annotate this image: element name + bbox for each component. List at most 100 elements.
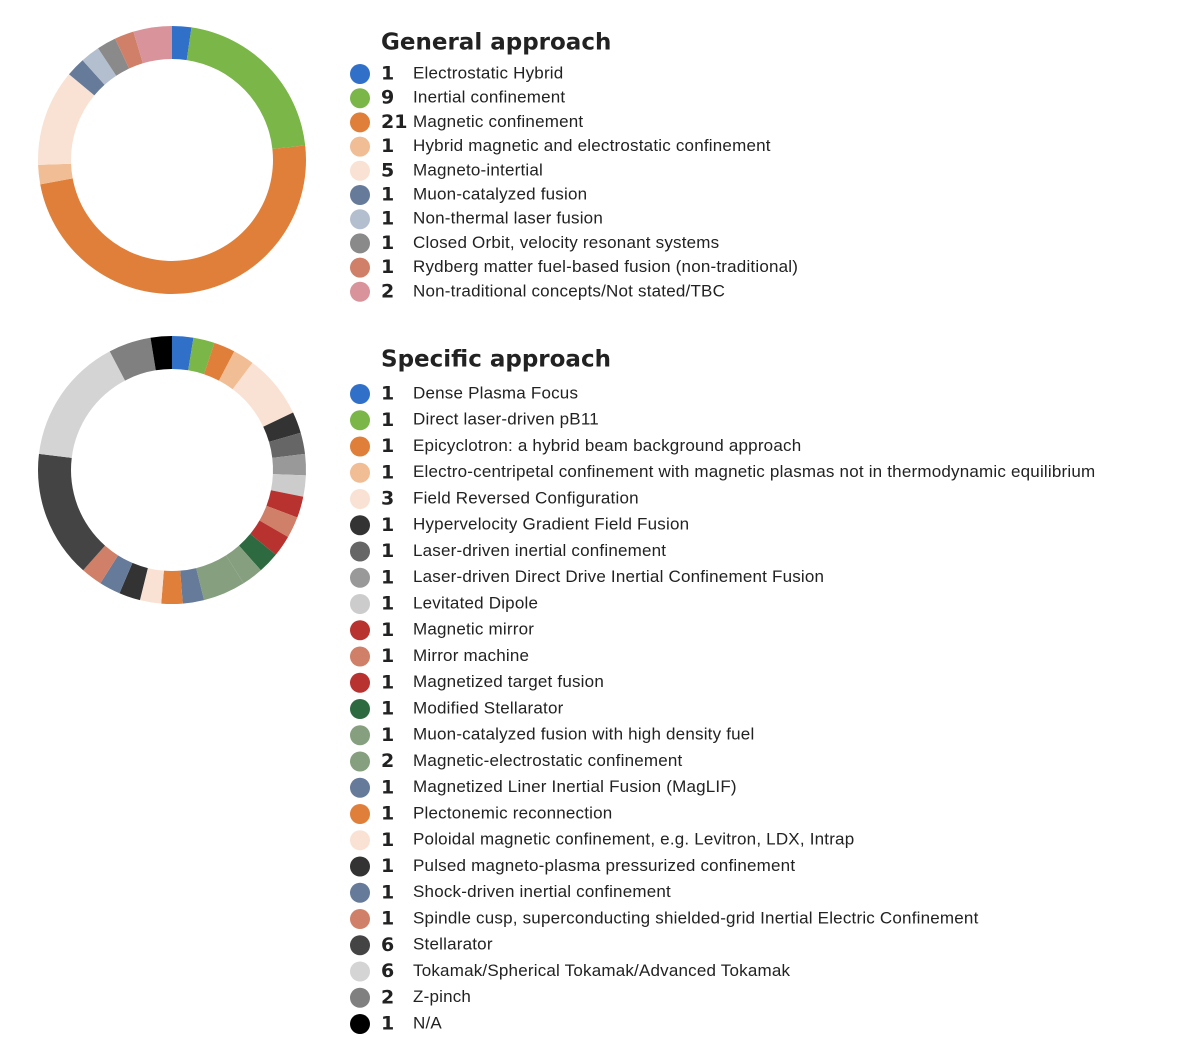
legend-swatch xyxy=(350,1014,370,1034)
donut-segment xyxy=(82,48,117,85)
legend-label: Inertial confinement xyxy=(413,88,565,107)
legend-count: 1 xyxy=(381,619,394,641)
legend-swatch xyxy=(350,935,370,956)
legend-swatch xyxy=(350,777,370,798)
legend-label: Hypervelocity Gradient Field Fusion xyxy=(413,515,689,534)
legend-title: Specific approach xyxy=(381,347,611,373)
legend-count: 6 xyxy=(381,934,394,956)
legend-swatch xyxy=(350,489,370,509)
legend-count: 1 xyxy=(381,855,394,877)
legend-swatch xyxy=(350,185,370,205)
legend-count: 1 xyxy=(381,881,394,903)
donut-segment xyxy=(180,568,205,604)
legend-count: 2 xyxy=(381,280,394,302)
donut-segment xyxy=(186,27,306,149)
legend-count: 1 xyxy=(381,566,394,588)
donut-segment xyxy=(109,337,156,381)
legend-label: Levitated Dipole xyxy=(413,593,538,612)
legend-count: 1 xyxy=(381,776,394,798)
legend-count: 1 xyxy=(381,698,394,720)
legend-label: Muon-catalyzed fusion with high density … xyxy=(413,725,754,744)
legend-count: 1 xyxy=(381,461,394,483)
legend-label: Electro-centripetal confinement with mag… xyxy=(413,462,1095,481)
legend-swatch xyxy=(350,567,370,588)
legend-count: 1 xyxy=(381,63,394,85)
legend-label: Magneto-intertial xyxy=(413,160,543,179)
legend-count: 1 xyxy=(381,135,394,157)
legend-swatch xyxy=(350,541,370,562)
legend-count: 1 xyxy=(381,409,394,431)
donut-segment xyxy=(150,336,172,371)
legend-swatch xyxy=(350,882,370,903)
donut-segment xyxy=(139,568,164,604)
legend-count: 1 xyxy=(381,803,394,825)
legend-label: Muon-catalyzed fusion xyxy=(413,184,587,203)
legend-swatch xyxy=(350,856,370,877)
legend-label: Non-traditional concepts/Not stated/TBC xyxy=(413,281,725,300)
legend-label: Mirror machine xyxy=(413,646,529,665)
legend-swatch xyxy=(350,987,370,1008)
legend-swatch xyxy=(350,620,370,641)
legend-swatch xyxy=(350,909,370,929)
donut-segment xyxy=(232,362,294,427)
legend-label: Plectonemic reconnection xyxy=(413,803,612,822)
donut-segment xyxy=(37,74,95,165)
legend-label: Modified Stellarator xyxy=(413,698,564,717)
legend-swatch xyxy=(350,136,370,157)
legend-count: 1 xyxy=(381,645,394,667)
legend-count: 6 xyxy=(381,960,394,982)
legend-count: 1 xyxy=(381,514,394,536)
donut-segment xyxy=(172,26,192,61)
legend-count: 1 xyxy=(381,383,394,405)
legend-swatch xyxy=(350,462,370,483)
donut-segment xyxy=(266,490,304,518)
legend-swatch xyxy=(350,233,370,254)
legend-count: 1 xyxy=(381,184,394,206)
legend-swatch xyxy=(350,961,370,982)
legend-swatch xyxy=(350,725,370,746)
legend-label: Poloidal magnetic confinement, e.g. Levi… xyxy=(413,830,854,849)
donut-segment xyxy=(203,342,235,381)
donut-segment xyxy=(272,453,306,476)
legend-count: 1 xyxy=(381,593,394,615)
legend-count: 1 xyxy=(381,724,394,746)
donut-segment xyxy=(238,533,276,571)
donut-segment xyxy=(270,474,306,497)
legend-count: 3 xyxy=(381,488,394,510)
legend-count: 2 xyxy=(381,750,394,772)
legend-swatch xyxy=(350,436,370,457)
legend-label: Tokamak/Spherical Tokamak/Advanced Tokam… xyxy=(413,961,791,980)
legend-swatch xyxy=(350,160,370,181)
legend-swatch xyxy=(350,594,370,614)
donut-segment xyxy=(218,351,253,390)
legend-label: Z-pinch xyxy=(413,987,471,1006)
legend-count: 9 xyxy=(381,87,394,109)
legend-swatch xyxy=(350,384,370,404)
legend-swatch xyxy=(350,672,370,693)
legend-label: Laser-driven inertial confinement xyxy=(413,541,666,560)
legend-label: Magnetic confinement xyxy=(413,112,583,131)
legend-label: Hybrid magnetic and electrostatic confin… xyxy=(413,136,771,155)
legend-swatch xyxy=(350,209,370,230)
donut-segment xyxy=(115,31,143,69)
donut-segment xyxy=(119,562,148,601)
legend-title: General approach xyxy=(381,30,611,56)
donut-segment xyxy=(40,145,307,295)
legend-label: Magnetized Liner Inertial Fusion (MagLIF… xyxy=(413,777,737,796)
legend-count: 1 xyxy=(381,908,394,930)
legend-count: 2 xyxy=(381,986,394,1008)
legend-label: Non-thermal laser fusion xyxy=(413,209,603,228)
donut-segment xyxy=(98,38,130,76)
legend-swatch xyxy=(350,88,370,109)
legend-swatch xyxy=(350,281,370,302)
legend-swatch xyxy=(350,257,370,278)
donut-segment xyxy=(188,337,215,375)
legend-label: Magnetic mirror xyxy=(413,620,534,639)
legend-label: Magnetized target fusion xyxy=(413,672,604,691)
donut-segment xyxy=(196,555,244,601)
legend-label: Field Reversed Configuration xyxy=(413,488,639,507)
legend-label: Closed Orbit, velocity resonant systems xyxy=(413,233,719,252)
legend-label: Shock-driven inertial confinement xyxy=(413,882,671,901)
legend-count: 1 xyxy=(381,435,394,457)
donut-segment xyxy=(38,351,126,458)
